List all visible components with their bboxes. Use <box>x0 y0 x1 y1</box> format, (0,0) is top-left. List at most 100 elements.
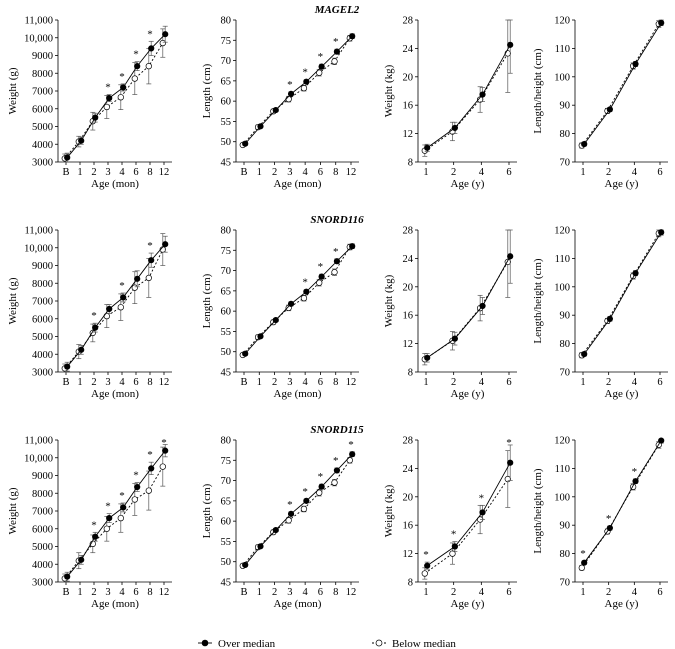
series-line-over <box>583 22 662 145</box>
y-tick-label: 24 <box>403 464 414 475</box>
x-tick-label: 8 <box>333 167 338 178</box>
point-over <box>272 316 279 324</box>
y-tick-label: 70 <box>560 368 571 379</box>
point-below <box>145 487 152 494</box>
point-over <box>451 335 458 342</box>
y-tick-label: 65 <box>221 496 232 507</box>
x-tick-label: 1 <box>423 587 428 598</box>
point-over <box>120 504 127 511</box>
significance-star: * <box>161 437 167 449</box>
series-line-over <box>426 462 511 567</box>
series-line-below <box>424 53 509 152</box>
point-over <box>257 123 264 130</box>
x-tick-label: 1 <box>423 167 428 178</box>
row-title-snord115: SNORD115 <box>310 424 364 436</box>
y-tick-label: 45 <box>221 578 232 589</box>
row-title-snord116: SNORD116 <box>310 214 364 226</box>
point-below <box>117 514 124 522</box>
point-below <box>316 489 323 496</box>
point-below <box>285 517 292 524</box>
y-tick-label: 3000 <box>32 578 53 589</box>
y-tick-label: 75 <box>221 36 232 47</box>
point-over <box>318 63 325 70</box>
x-tick-label: 4 <box>119 377 125 388</box>
point-over <box>242 140 249 147</box>
point-over <box>134 483 141 491</box>
x-tick-label: 3 <box>105 587 110 598</box>
y-axis-label: Weight (kg) <box>383 274 395 327</box>
y-tick-label: 7000 <box>32 87 53 98</box>
y-tick-label: 20 <box>403 72 414 83</box>
x-tick-label: 1 <box>580 167 585 178</box>
x-tick-label: 4 <box>479 587 485 598</box>
y-tick-label: 12 <box>403 129 414 140</box>
point-below <box>331 479 338 486</box>
point-over <box>606 524 613 532</box>
chart-1-1: 3000 4000 5000 6000 7000 8000 9000 10,000 11,000… <box>7 16 172 190</box>
series-line-over <box>583 440 662 563</box>
x-tick-label: 2 <box>272 167 277 178</box>
significance-star: * <box>91 519 97 531</box>
y-tick-label: 120 <box>554 16 570 27</box>
x-axis-label: Age (mon) <box>91 388 139 400</box>
point-below <box>316 279 323 286</box>
series-line-below <box>581 233 660 356</box>
series-line-below <box>64 466 164 579</box>
point-over <box>632 60 639 68</box>
y-tick-label: 75 <box>221 456 232 467</box>
x-tick-label: 3 <box>105 377 110 388</box>
significance-star: * <box>632 466 638 478</box>
y-tick-label: 11,000 <box>25 436 54 447</box>
x-tick-label: 1 <box>77 587 82 598</box>
point-over <box>479 509 486 516</box>
point-over <box>120 84 127 91</box>
y-axis-label: Length (cm) <box>201 63 213 118</box>
y-axis-label: Weight (g) <box>7 277 19 324</box>
y-tick-label: 9000 <box>32 471 53 482</box>
x-tick-label: 2 <box>272 587 277 598</box>
y-tick-label: 4000 <box>32 350 53 361</box>
y-tick-label: 8 <box>408 368 413 379</box>
point-below <box>131 496 138 503</box>
x-tick-label: 6 <box>133 587 138 598</box>
point-over <box>134 275 141 282</box>
y-tick-label: 16 <box>403 311 414 322</box>
point-over <box>242 561 249 569</box>
significance-star: * <box>580 548 586 560</box>
point-over <box>658 437 665 444</box>
point-over <box>162 241 169 248</box>
significance-star: * <box>119 280 125 292</box>
x-axis-label: Age (mon) <box>91 598 139 610</box>
point-over <box>162 31 169 38</box>
series-line-over <box>426 256 511 359</box>
y-tick-label: 5000 <box>32 122 53 133</box>
significance-star: * <box>133 470 139 482</box>
significance-star: * <box>333 246 339 258</box>
y-tick-label: 3000 <box>32 158 53 169</box>
y-tick-label: 8 <box>408 158 413 169</box>
point-over <box>507 459 514 466</box>
y-tick-label: 16 <box>403 101 414 112</box>
x-tick-label: 6 <box>133 167 138 178</box>
point-over <box>287 300 295 307</box>
y-axis-label: Length/height (cm) <box>532 468 544 554</box>
x-tick-label: B <box>240 587 247 598</box>
x-tick-label: 2 <box>451 377 456 388</box>
significance-star: * <box>287 79 293 91</box>
point-over <box>451 543 458 550</box>
x-tick-label: 2 <box>606 167 611 178</box>
y-tick-label: 45 <box>221 158 232 169</box>
point-over <box>424 144 431 151</box>
x-tick-label: 4 <box>632 587 638 598</box>
y-tick-label: 60 <box>221 307 232 318</box>
significance-star: * <box>606 513 612 525</box>
y-tick-label: 100 <box>554 72 570 83</box>
y-tick-label: 8000 <box>32 69 53 80</box>
point-over <box>581 351 588 358</box>
x-tick-label: B <box>240 377 247 388</box>
x-tick-label: 2 <box>606 587 611 598</box>
point-below <box>159 39 166 47</box>
x-tick-label: 4 <box>632 167 638 178</box>
